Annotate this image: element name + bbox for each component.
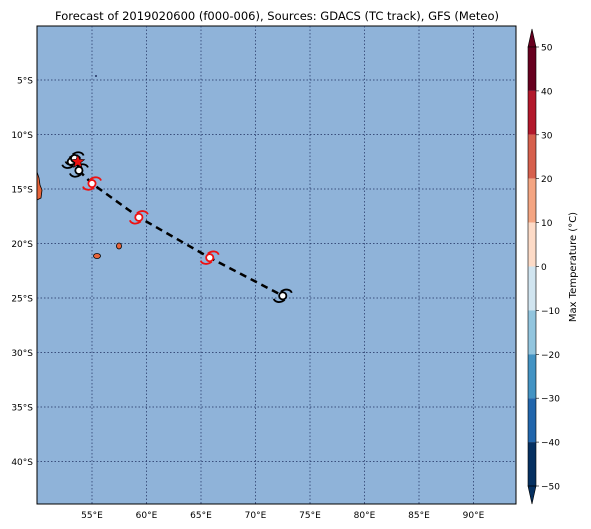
longitude-tick-label: 70°E [245,511,267,521]
colorbar-tick-label: 40 [541,87,553,97]
colorbar-segment [528,222,536,267]
colorbar-tick-label: 20 [541,175,553,185]
colorbar-segment [528,354,536,399]
colorbar-tick-label: −50 [541,483,560,493]
latitude-tick-label: 40°S [11,458,33,468]
latitude-tick-label: 30°S [11,349,33,359]
colorbar-segment [528,266,536,311]
hurricane-icon [69,163,89,178]
colorbar-segment [528,398,536,443]
small-islet [95,75,97,77]
colorbar-ticks: 50 40 30 20 10 0 −10 −20 −30 −40 −50 [536,44,560,493]
latitude-tick-label: 20°S [11,240,33,250]
colorbar-tick-label: 10 [541,219,553,229]
hurricane-icon [199,250,220,265]
hurricane-icon [272,288,293,303]
longitude-tick-label: 85°E [408,511,430,521]
colorbar-segment [528,90,536,135]
reunion-island [93,253,101,259]
figure-title: Forecast of 2019020600 (f000-006), Sourc… [55,9,499,23]
colorbar-extend-min [527,485,537,505]
colorbar-extend-max [527,28,537,48]
longitude-tick-label: 60°E [136,511,158,521]
ocean-background [36,25,517,505]
colorbar-segments [527,28,537,505]
hurricane-icon [129,210,149,225]
longitude-tick-label: 75°E [299,511,321,521]
longitude-tick-label: 90°E [463,511,485,521]
colorbar: 50 40 30 20 10 0 −10 −20 −30 −40 −50 Max Temperatu… [527,28,579,505]
colorbar-tick-label: 0 [541,263,547,273]
colorbar-segment [528,178,536,223]
colorbar-tick-label: −10 [541,307,560,317]
latitude-tick-label: 10°S [11,131,33,141]
colorbar-tick-label: −20 [541,351,560,361]
colorbar-segment [528,310,536,355]
colorbar-segment [528,47,536,91]
colorbar-tick-label: −40 [541,439,560,449]
longitude-tick-label: 80°E [354,511,376,521]
longitude-tick-label: 55°E [81,511,103,521]
colorbar-tick-label: −30 [541,395,560,405]
colorbar-label: Max Temperature (°C) [568,212,579,322]
longitude-tick-label: 65°E [190,511,212,521]
colorbar-tick-label: 50 [541,44,553,54]
longitude-tick-labels: 55°E 60°E 65°E 70°E 75°E 80°E 85°E 90°E [81,511,484,521]
colorbar-segment [528,442,536,486]
graticule [37,26,516,504]
latitude-tick-labels: 5°S 10°S 15°S 20°S 25°S 30°S 35°S 40°S [11,77,33,469]
map-panel: 5°S 10°S 15°S 20°S 25°S 30°S 35°S 40°S 55°E 60°E… [11,25,517,521]
latitude-tick-label: 25°S [11,295,33,305]
islands [36,75,122,259]
tc-forecast-symbols [69,163,293,303]
mauritius-island [116,242,122,250]
current-position-star-icon [70,153,86,169]
madagascar-coast [36,171,43,201]
latitude-tick-label: 15°S [11,186,33,196]
latitude-tick-label: 35°S [11,404,33,414]
colorbar-tick-label: 30 [541,131,553,141]
colorbar-segment [528,134,536,179]
latitude-tick-label: 5°S [17,77,33,87]
hurricane-icon [82,176,102,191]
